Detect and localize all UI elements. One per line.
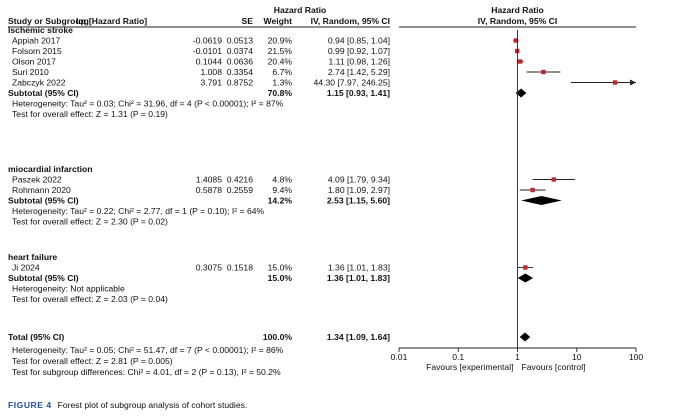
study-name: Ji 2024: [12, 263, 40, 273]
study-name: Olson 2017: [12, 57, 56, 67]
study-loghr: 0.3075: [196, 263, 223, 273]
study-ci-text: 1.11 [0.98, 1.26]: [329, 57, 390, 67]
subgroup-heading: miocardial infarction: [8, 164, 93, 174]
subtotal-label: Subtotal (95% CI): [8, 88, 79, 98]
col-header-ci: IV, Random, 95% CI: [311, 16, 390, 26]
study-loghr: 1.4085: [196, 175, 223, 185]
x-tick-label: 1: [515, 352, 520, 362]
x-tick-label: 10: [572, 352, 582, 362]
study-loghr: 0.5878: [196, 185, 223, 195]
x-tick-label: 100: [629, 352, 644, 362]
subtotal-label: Subtotal (95% CI): [8, 196, 79, 206]
study-loghr: 3.791: [200, 78, 222, 88]
study-se: 0.3354: [227, 67, 254, 77]
study-loghr: 1.008: [200, 67, 222, 77]
study-loghr: -0.0619: [193, 36, 222, 46]
total-diamond: [519, 332, 531, 342]
study-se: 0.0513: [227, 36, 254, 46]
study-ci-text: 44.30 [7.97, 246.25]: [314, 78, 390, 88]
study-loghr: -0.0101: [193, 46, 222, 56]
study-se: 0.0374: [227, 46, 254, 56]
study-name: Zabczyk 2022: [12, 78, 66, 88]
study-marker: [541, 69, 546, 75]
study-name: Paszek 2022: [12, 175, 62, 185]
figure-caption: FIGURE 4 Forest plot of subgroup analysis…: [8, 400, 247, 410]
subtotal-label: Subtotal (95% CI): [8, 273, 79, 283]
heterogeneity-text: Heterogeneity: Tau² = 0.03; Chi² = 31.96…: [12, 99, 284, 109]
total-ci-text: 1.34 [1.09, 1.64]: [327, 332, 390, 342]
ci-arrow-right: [630, 79, 636, 86]
heterogeneity-text: Heterogeneity: Not applicable: [12, 284, 125, 294]
study-marker: [551, 177, 556, 182]
study-marker: [612, 80, 618, 85]
subgroup-heading: Ischemic stroke: [8, 25, 73, 35]
subtotal-weight: 70.8%: [268, 88, 293, 98]
study-name: Rohmann 2020: [12, 185, 71, 195]
study-se: 0.1518: [227, 263, 254, 273]
figure-caption-text: Forest plot of subgroup analysis of coho…: [57, 400, 248, 410]
col-header-study: Study or Subgroup: [8, 16, 86, 26]
overall-effect-text: Test for overall effect: Z = 2.30 (P = 0…: [12, 217, 168, 227]
study-ci-text: 0.94 [0.85, 1.04]: [328, 36, 390, 46]
total-heterogeneity-text: Heterogeneity: Tau² = 0.05; Chi² = 51.47…: [12, 345, 284, 355]
study-loghr: 0.1044: [196, 57, 223, 67]
subtotal-ci-text: 1.36 [1.01, 1.83]: [327, 273, 390, 283]
study-weight: 4.8%: [272, 175, 292, 185]
total-label: Total (95% CI): [8, 332, 64, 342]
study-weight: 20.4%: [268, 57, 293, 67]
study-ci-text: 2.74 [1.42, 5.29]: [328, 67, 390, 77]
x-tick-label: 0.1: [452, 352, 464, 362]
heterogeneity-text: Heterogeneity: Tau² = 0.22; Chi² = 2.77,…: [12, 206, 265, 216]
subtotal-ci-text: 2.53 [1.15, 5.60]: [327, 196, 390, 206]
study-marker: [530, 187, 535, 193]
col-header-se: SE: [242, 16, 254, 26]
study-marker: [517, 59, 523, 64]
total-overall-effect-text: Test for overall effect: Z = 2.81 (P = 0…: [12, 356, 173, 366]
subtotal-weight: 15.0%: [268, 273, 293, 283]
study-name: Folsom 2015: [12, 46, 62, 56]
study-weight: 20.9%: [268, 36, 293, 46]
study-marker: [523, 265, 528, 270]
study-ci-text: 1.36 [1.01, 1.83]: [328, 263, 390, 273]
overall-effect-text: Test for overall effect: Z = 2.03 (P = 0…: [12, 294, 168, 304]
subgroup-differences-text: Test for subgroup differences: Chi² = 4.…: [12, 367, 281, 377]
figure-caption-label: FIGURE 4: [8, 400, 52, 410]
subgroup-heading: heart failure: [8, 252, 57, 262]
study-weight: 6.7%: [272, 67, 292, 77]
plot-title: Hazard Ratio: [491, 5, 544, 15]
study-weight: 15.0%: [268, 263, 293, 273]
favours-right-label: Favours [control]: [522, 362, 586, 372]
study-se: 0.0636: [227, 57, 254, 67]
favours-left-label: Favours [experimental]: [426, 362, 513, 372]
subtotal-diamond: [515, 88, 527, 98]
study-se: 0.8752: [227, 78, 254, 88]
x-tick-label: 0.01: [391, 352, 408, 362]
plot-subtitle: IV, Random, 95% CI: [478, 16, 557, 26]
col-header-loghr: log[Hazard Ratio]: [76, 16, 147, 26]
subtotal-ci-text: 1.15 [0.93, 1.41]: [327, 88, 390, 98]
study-marker: [513, 38, 519, 43]
col-header-weight: Weight: [264, 16, 293, 26]
study-weight: 1.3%: [272, 78, 292, 88]
study-name: Suri 2010: [12, 67, 49, 77]
subtotal-diamond: [521, 196, 562, 205]
study-weight: 21.5%: [268, 46, 293, 56]
table-title: Hazard Ratio: [274, 5, 327, 15]
study-name: Appiah 2017: [12, 36, 60, 46]
study-se: 0.2559: [227, 185, 254, 195]
study-weight: 9.4%: [272, 185, 292, 195]
study-ci-text: 1.80 [1.09, 2.97]: [328, 185, 390, 195]
subtotal-weight: 14.2%: [268, 196, 293, 206]
study-ci-text: 4.09 [1.79, 9.34]: [328, 175, 390, 185]
study-ci-text: 0.99 [0.92, 1.07]: [328, 46, 390, 56]
subtotal-diamond: [517, 273, 534, 283]
total-weight: 100.0%: [263, 332, 293, 342]
study-se: 0.4216: [227, 175, 254, 185]
overall-effect-text: Test for overall effect: Z = 1.31 (P = 0…: [12, 109, 168, 119]
